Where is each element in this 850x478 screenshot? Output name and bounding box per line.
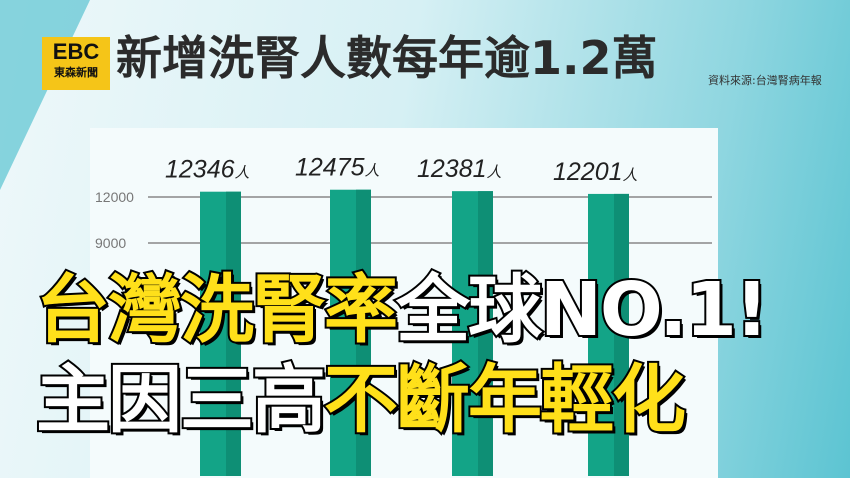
bar-shade [226,191,241,476]
data-label: 12346人 [165,156,250,184]
logo-subtext: 東森新聞 [54,66,98,79]
caption-line-1: 台灣洗腎率全球NO.1! [34,267,771,353]
data-label: 12201人 [553,158,638,186]
bar-shade [478,191,493,476]
y-tick-label: 12000 [95,189,134,205]
chart-title: 新增洗腎人數每年逾1.2萬 [116,31,658,85]
logo-text: EBC [52,39,100,64]
caption-yellow-2: 不斷年輕化 [322,357,688,443]
caption-yellow-1: 台灣洗腎率 [34,267,400,353]
bar-shade [356,189,371,476]
caption-line-2: 主因三高不斷年輕化 [34,357,688,443]
caption-white-2: 主因三高 [34,357,328,443]
ebc-logo: EBC 東森新聞 [42,37,110,90]
y-tick-label: 9000 [95,235,126,251]
caption-white-1: 全球NO.1! [394,267,771,353]
corner-decoration [0,0,90,190]
bar-shade [614,193,629,476]
data-label: 12381人 [417,155,502,183]
data-source: 資料來源:台灣腎病年報 [708,74,822,87]
data-label: 12475人 [295,154,380,182]
